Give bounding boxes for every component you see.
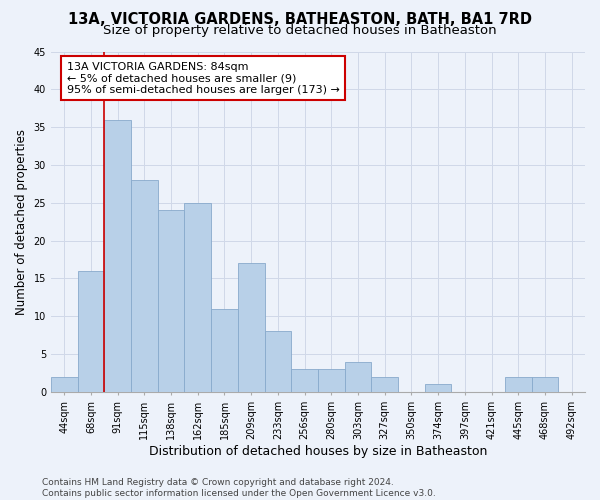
- Bar: [238, 264, 265, 392]
- Bar: [104, 120, 131, 392]
- Bar: [344, 362, 371, 392]
- Text: 13A, VICTORIA GARDENS, BATHEASTON, BATH, BA1 7RD: 13A, VICTORIA GARDENS, BATHEASTON, BATH,…: [68, 12, 532, 28]
- Bar: [265, 332, 291, 392]
- Bar: [184, 203, 211, 392]
- X-axis label: Distribution of detached houses by size in Batheaston: Distribution of detached houses by size …: [149, 444, 487, 458]
- Bar: [318, 369, 344, 392]
- Text: Contains HM Land Registry data © Crown copyright and database right 2024.
Contai: Contains HM Land Registry data © Crown c…: [42, 478, 436, 498]
- Bar: [51, 377, 77, 392]
- Bar: [371, 377, 398, 392]
- Bar: [77, 271, 104, 392]
- Bar: [291, 369, 318, 392]
- Bar: [211, 308, 238, 392]
- Text: Size of property relative to detached houses in Batheaston: Size of property relative to detached ho…: [103, 24, 497, 37]
- Bar: [425, 384, 451, 392]
- Bar: [131, 180, 158, 392]
- Bar: [158, 210, 184, 392]
- Text: 13A VICTORIA GARDENS: 84sqm
← 5% of detached houses are smaller (9)
95% of semi-: 13A VICTORIA GARDENS: 84sqm ← 5% of deta…: [67, 62, 340, 95]
- Y-axis label: Number of detached properties: Number of detached properties: [15, 128, 28, 314]
- Bar: [505, 377, 532, 392]
- Bar: [532, 377, 558, 392]
